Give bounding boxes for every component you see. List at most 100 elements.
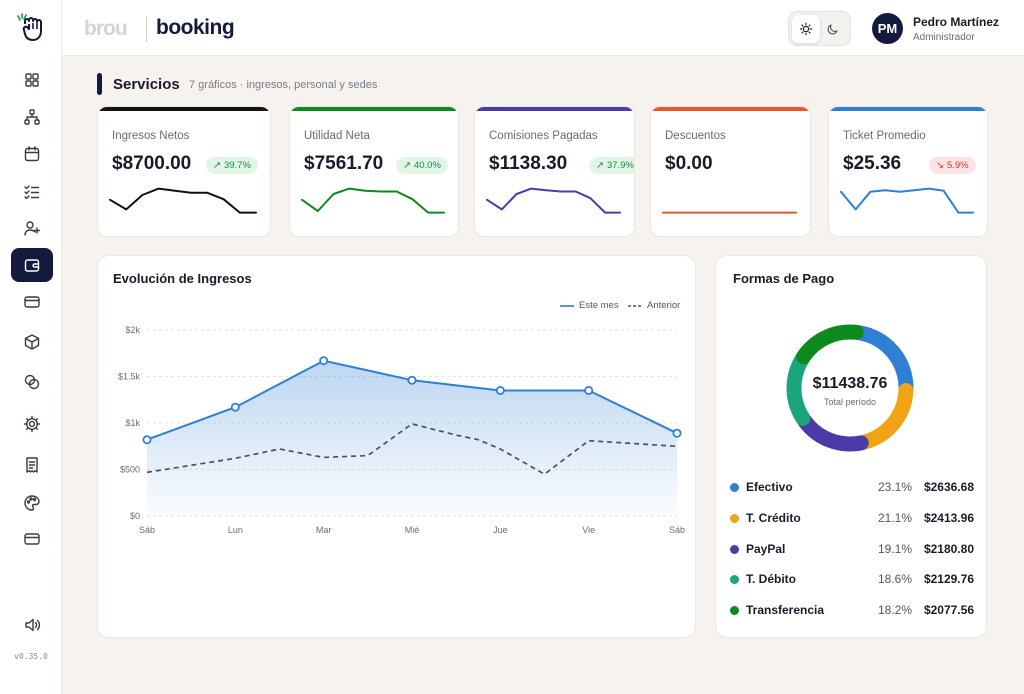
payments-title: Formas de Pago: [733, 271, 835, 286]
data-point[interactable]: [230, 402, 240, 412]
payment-method-name: T. Crédito: [746, 511, 801, 525]
section-accent-bar: [97, 73, 102, 95]
dark-mode-button[interactable]: [820, 15, 848, 43]
kpi-card[interactable]: Descuentos $0.00: [650, 106, 811, 237]
sidebar-item-coins[interactable]: [11, 365, 53, 399]
payment-method-row[interactable]: T. Débito 18.6% $2129.76: [730, 571, 974, 589]
kpi-card[interactable]: Comisiones Pagadas $1138.30 ↗ 37.9%: [474, 106, 635, 237]
donut-slice[interactable]: [796, 324, 864, 365]
checklist-icon: [24, 185, 40, 200]
wallet-icon: [24, 259, 40, 272]
payment-method-row[interactable]: T. Crédito 21.1% $2413.96: [730, 510, 974, 528]
sidebar-item-sitemap[interactable]: [11, 100, 53, 134]
sidebar-item-palette[interactable]: [11, 486, 53, 520]
sparkline-path: [486, 187, 621, 214]
y-tick-label: $500: [120, 465, 140, 475]
theme-toggle: [788, 11, 851, 46]
sidebar: v0.35.0: [0, 0, 62, 694]
kpi-change-value: 5.9%: [946, 160, 969, 171]
sidebar-item-add-user[interactable]: [11, 211, 53, 245]
payment-method-amount: $2636.68: [923, 480, 974, 494]
avatar[interactable]: PM: [872, 13, 903, 44]
y-tick-label: $0: [130, 511, 140, 521]
sidebar-item-grid[interactable]: [11, 63, 53, 97]
credit-card-icon: [24, 296, 40, 308]
legend-dot: [730, 514, 739, 523]
sidebar-item-calendar[interactable]: [11, 137, 53, 171]
legend-previous[interactable]: Anterior: [628, 300, 680, 311]
kpi-accent-bar: [651, 107, 810, 111]
data-point[interactable]: [319, 356, 329, 366]
light-mode-button[interactable]: [792, 14, 820, 43]
receipt-icon: [26, 457, 38, 473]
data-point[interactable]: [495, 385, 505, 395]
sidebar-item-gear[interactable]: [11, 407, 53, 441]
brand-logo-brou[interactable]: brou: [84, 17, 128, 40]
brand-logo-booking[interactable]: booking: [156, 16, 235, 39]
sidebar-item-receipt[interactable]: [11, 448, 53, 482]
x-tick-label: Sáb: [139, 525, 155, 535]
gear-icon: [23, 415, 41, 433]
kpi-sparkline: [662, 211, 797, 214]
grid-icon: [25, 73, 39, 87]
payment-method-row[interactable]: Transferencia 18.2% $2077.56: [730, 602, 974, 620]
payment-method-amount: $2413.96: [923, 511, 974, 525]
data-point[interactable]: [672, 428, 682, 438]
user-role: Administrador: [913, 32, 975, 43]
donut-slice[interactable]: [851, 325, 914, 396]
payment-method-percent: 21.1%: [877, 511, 912, 525]
kpi-value: $25.36: [843, 153, 902, 174]
kpi-accent-bar: [290, 107, 458, 111]
coins-icon: [24, 374, 40, 390]
kpi-label: Descuentos: [665, 130, 726, 142]
kpi-card[interactable]: Ingresos Netos $8700.00 ↗ 39.7%: [97, 106, 271, 237]
payment-method-name: PayPal: [746, 542, 786, 556]
box-icon: [24, 334, 40, 350]
kpi-sparkline: [486, 187, 621, 214]
legend-current[interactable]: Este mes: [560, 300, 619, 311]
kpi-label: Ticket Promedio: [843, 130, 926, 142]
app-version: v0.35.0: [14, 652, 48, 661]
payment-method-row[interactable]: Efectivo 23.1% $2636.68: [730, 479, 974, 497]
sidebar-item-card[interactable]: [11, 522, 53, 556]
sidebar-item-checklist[interactable]: [11, 175, 53, 209]
y-tick-label: $1.5k: [118, 372, 141, 382]
area-fill-este-mes: [147, 360, 677, 516]
donut-total-label: Total período: [823, 397, 877, 407]
sparkline-path: [840, 187, 974, 214]
kpi-card[interactable]: Utilidad Neta $7561.70 ↗ 40.0%: [289, 106, 459, 237]
sidebar-item-credit-card[interactable]: [11, 285, 53, 319]
add-user-icon: [24, 221, 41, 236]
payment-method-amount: $2180.80: [923, 542, 974, 556]
kpi-change-value: 39.7%: [223, 160, 251, 171]
payment-method-amount: $2129.76: [923, 572, 974, 586]
top-header: brou booking PM Pedro Martínez Administr…: [62, 0, 1024, 56]
y-tick-label: $1k: [125, 418, 140, 428]
donut-slice[interactable]: [786, 351, 811, 426]
sidebar-item-box[interactable]: [11, 325, 53, 359]
data-point[interactable]: [584, 385, 594, 395]
sidebar-item-wallet[interactable]: [11, 248, 53, 282]
donut-total-value: $11438.76: [812, 375, 888, 392]
kpi-change-value: 37.9%: [606, 160, 634, 171]
kpi-card[interactable]: Ticket Promedio $25.36 ↘ 5.9%: [828, 106, 988, 237]
kpi-accent-bar: [829, 107, 987, 111]
arrow-down-right-icon: ↘: [936, 160, 944, 171]
donut-slice[interactable]: [856, 383, 914, 450]
sitemap-icon: [24, 109, 40, 125]
payment-method-row[interactable]: PayPal 19.1% $2180.80: [730, 541, 974, 559]
moon-icon: [827, 23, 838, 34]
kpi-value: $1138.30: [489, 153, 568, 174]
user-name: Pedro Martínez: [913, 15, 1000, 29]
payment-method-percent: 18.6%: [877, 572, 912, 586]
revenue-chart-title: Evolución de Ingresos: [113, 271, 252, 286]
donut-slice[interactable]: [797, 413, 869, 452]
kpi-label: Utilidad Neta: [304, 130, 370, 142]
kpi-accent-bar: [475, 107, 634, 111]
sidebar-item-speaker[interactable]: [11, 608, 53, 642]
data-point[interactable]: [142, 435, 152, 445]
fist-logo-icon[interactable]: [16, 12, 48, 44]
data-point[interactable]: [407, 375, 417, 385]
kpi-label: Ingresos Netos: [112, 130, 190, 142]
sun-icon: [799, 22, 813, 35]
